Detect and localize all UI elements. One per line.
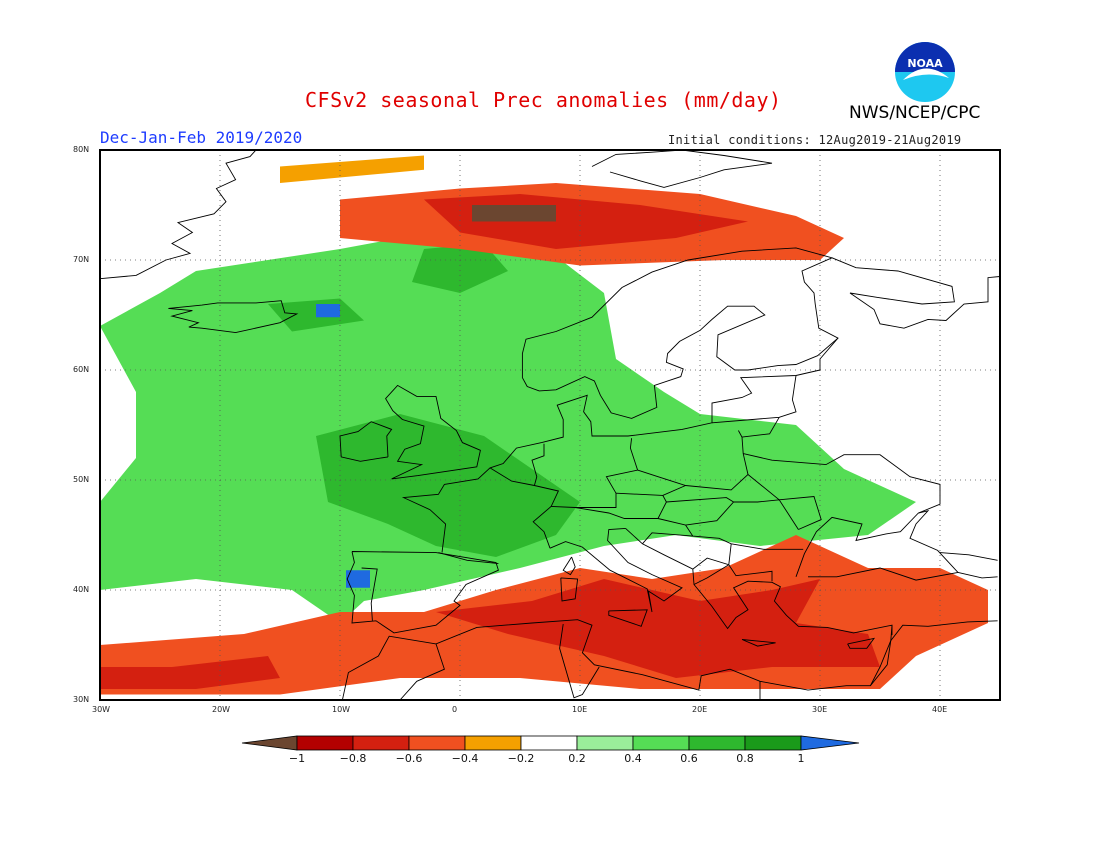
lat-tick-label: 70N: [73, 255, 90, 264]
colorbar-tick-label: −0.4: [451, 752, 479, 765]
lat-tick-label: 30N: [73, 695, 90, 704]
lon-tick-label: 10W: [332, 705, 351, 714]
coastline-segment: [685, 524, 804, 550]
coastline-segment: [819, 337, 839, 370]
colorbar-box: [576, 735, 634, 751]
coastline-segment: [747, 474, 822, 530]
colorbar-tick-label: 0.8: [736, 752, 754, 765]
lat-tick-label: 60N: [73, 365, 90, 374]
colorbar-box: [520, 735, 578, 751]
colorbar-box: [464, 735, 522, 751]
coastline-segment: [1072, 238, 1100, 255]
anomaly-greenland-sea-dry: [280, 155, 424, 183]
colorbar-box: [296, 735, 354, 751]
coastline-segment: [489, 467, 560, 549]
lon-tick-label: 30W: [92, 705, 111, 714]
colorbar-tick-label: −1: [288, 752, 306, 765]
colorbar-tick-label: 0.2: [568, 752, 586, 765]
coastline-segment: [831, 257, 1000, 329]
noaa-logo-icon: NOAA: [895, 42, 955, 102]
anomaly-shading: [100, 155, 988, 695]
colorbar-box: [352, 735, 410, 751]
coastline-segment: [100, 150, 257, 280]
coastline-segment: [438, 552, 499, 565]
lon-tick-label: 20W: [212, 705, 231, 714]
coastline-segment: [637, 430, 749, 491]
coastline-segment: [562, 556, 576, 576]
coastline-segment: [521, 247, 839, 419]
map-title: CFSv2 seasonal Prec anomalies (mm/day): [305, 88, 782, 112]
colorbar-box: [408, 735, 466, 751]
agency-label: NWS/NCEP/CPC: [849, 103, 981, 123]
colorbar: [241, 735, 860, 751]
anomaly-norway-sea-wet-core: [412, 243, 508, 293]
lat-tick-label: 40N: [73, 585, 90, 594]
anomaly-azores-dry-core: [100, 656, 280, 689]
coastline-segment: [870, 620, 998, 686]
lat-tick-label: 80N: [73, 145, 90, 154]
colorbar-tick-label: 0.6: [680, 752, 698, 765]
lon-tick-label: 10E: [572, 705, 588, 714]
svg-text:NOAA: NOAA: [907, 57, 943, 70]
coastline-segment: [398, 643, 445, 700]
coastline-segment: [743, 453, 941, 514]
coastline-segment: [847, 637, 876, 649]
coastline-segment: [939, 552, 998, 561]
map-frame: [99, 149, 1001, 701]
coastline-segment: [551, 438, 639, 508]
colorbar-tick-label: 0.4: [624, 752, 642, 765]
coastline-segment: [531, 443, 545, 486]
anomaly-mediterranean-dry-core: [436, 579, 880, 678]
coastline-segment: [560, 577, 579, 602]
coastline-segment: [346, 551, 499, 634]
lon-tick-label: 30E: [812, 705, 828, 714]
anomaly-uk-france-wet-core: [316, 414, 580, 557]
forecast-period: Dec-Jan-Feb 2019/2020: [100, 128, 303, 147]
coastline-segment: [957, 571, 998, 579]
coastline-segment: [401, 369, 821, 553]
coastline-segment: [339, 421, 393, 462]
coastline-segment: [662, 495, 734, 503]
coastline-segment: [361, 567, 378, 621]
initial-conditions: Initial conditions: 12Aug2019-21Aug2019: [668, 133, 962, 147]
colorbar-box: [632, 735, 690, 751]
lon-tick-label: 40E: [932, 705, 948, 714]
coastline-segment: [741, 417, 780, 438]
coastline-segment: [642, 532, 693, 545]
map-grid: [100, 150, 1000, 700]
colorbar-box: [688, 735, 746, 751]
colorbar-tick-label: −0.6: [395, 752, 423, 765]
coastline-segment: [741, 639, 776, 647]
colorbar-tick-label: −0.8: [339, 752, 367, 765]
anomaly-barents-very-dry: [472, 205, 556, 222]
lon-tick-label: 20E: [692, 705, 708, 714]
colorbar-tick-label: −0.2: [507, 752, 535, 765]
coastline-segment: [575, 501, 667, 519]
coastline-segment: [549, 527, 683, 613]
anomaly-iberia-very-wet: [346, 570, 370, 588]
colorbar-tick-label: 1: [797, 752, 805, 765]
anomaly-iceland-very-wet: [316, 304, 340, 318]
coastline-segment: [168, 300, 299, 334]
coastline-segment: [591, 150, 773, 188]
coastline-segment: [692, 557, 773, 582]
colorbar-low-arrow: [241, 735, 298, 751]
coastline-segment: [625, 528, 893, 636]
coastline-segment: [693, 543, 732, 585]
colorbar-high-arrow: [800, 735, 860, 751]
lon-tick-label: 0: [452, 705, 458, 714]
coastline-segment: [795, 510, 959, 581]
lat-tick-label: 50N: [73, 475, 90, 484]
coastline-segment: [385, 384, 481, 480]
colorbar-box: [744, 735, 802, 751]
coastline-segment: [341, 619, 893, 700]
coastline-segment: [559, 624, 600, 699]
coastlines: [100, 150, 1100, 700]
coastline-segment: [711, 375, 797, 424]
coastline-segment: [608, 609, 648, 627]
